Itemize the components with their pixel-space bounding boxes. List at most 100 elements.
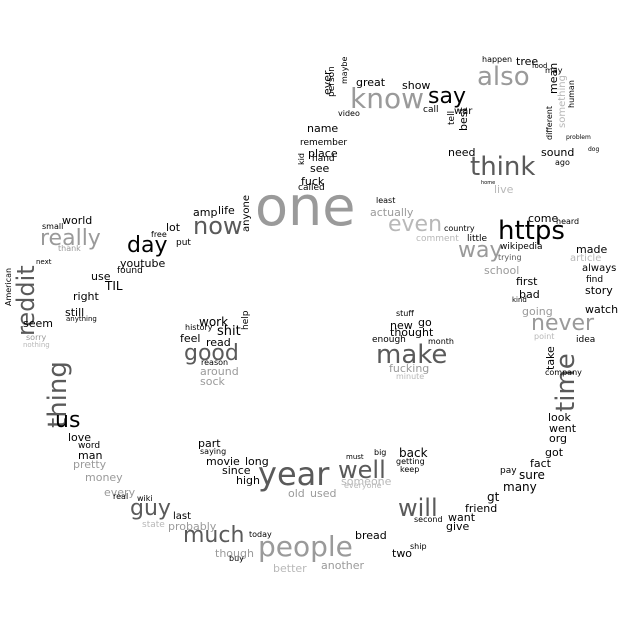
word-happen: happen <box>482 55 513 64</box>
word-watch: watch <box>585 303 619 316</box>
word-long: long <box>245 455 269 468</box>
word-second: second <box>414 515 443 524</box>
word-probably: probably <box>168 520 217 533</box>
word-free: free <box>151 230 167 239</box>
word-right: right <box>73 290 99 303</box>
word-really: really <box>40 226 101 251</box>
word-kid: kid <box>297 153 306 165</box>
word-good: good <box>184 341 239 366</box>
word-now: now <box>193 212 243 240</box>
word-man: man <box>78 449 103 462</box>
word-also: also <box>477 62 530 92</box>
word-american: American <box>4 267 13 306</box>
word-keep: keep <box>400 465 420 474</box>
word-last: last <box>173 511 192 522</box>
word-well: well <box>338 456 386 484</box>
word-day: day <box>127 233 168 258</box>
word-someone: someone <box>341 475 392 488</box>
word-https: https <box>498 216 565 246</box>
word-til: TIL <box>105 279 123 293</box>
word-think: think <box>470 152 536 182</box>
word-friend: friend <box>465 502 498 515</box>
word-called: called <box>298 183 325 193</box>
word-went: went <box>549 422 577 435</box>
word-bread: bread <box>355 529 387 542</box>
word-trying: trying <box>498 253 522 262</box>
word-since: since <box>222 464 251 477</box>
word-put: put <box>176 238 191 248</box>
word-heard: heard <box>556 217 580 226</box>
word-ship: ship <box>410 542 427 551</box>
word-small: small <box>42 222 64 231</box>
word-actually: actually <box>370 206 414 219</box>
word-find: find <box>586 275 604 285</box>
word-need: need <box>448 146 476 159</box>
word-see: see <box>310 162 330 175</box>
word-dog: dog <box>588 146 600 153</box>
word-ago: ago <box>555 158 570 167</box>
word-food: food <box>532 62 548 70</box>
word-use: use <box>91 270 111 283</box>
word-company: company <box>545 368 582 377</box>
word-want: want <box>448 511 476 524</box>
word-even: even <box>388 212 443 237</box>
word-know: know <box>350 82 424 115</box>
word-around: around <box>200 365 239 378</box>
word-money: money <box>85 471 123 484</box>
word-anyone: anyone <box>241 195 252 232</box>
word-article: article <box>570 253 602 264</box>
word-fuck: fuck <box>301 175 325 188</box>
word-many: many <box>503 480 537 494</box>
word-idea: idea <box>576 335 596 345</box>
word-though: though <box>215 547 254 560</box>
word-nothing: nothing <box>23 341 50 349</box>
word-sock: sock <box>200 375 225 388</box>
word-make: make <box>376 340 448 370</box>
word-movie: movie <box>206 455 240 468</box>
word-first: first <box>516 275 538 288</box>
word-always: always <box>582 263 617 274</box>
word-hand: hand <box>312 154 335 164</box>
word-little: little <box>467 234 488 244</box>
word-must: must <box>346 453 364 461</box>
word-may: may <box>545 66 563 75</box>
word-youtube: youtube <box>120 257 166 270</box>
word-us: us <box>55 408 81 433</box>
word-world: world <box>62 214 93 227</box>
word-month: month <box>428 337 454 346</box>
word-sound: sound <box>541 146 575 159</box>
word-minute: minute <box>396 372 425 381</box>
word-fucking: fucking <box>389 362 430 375</box>
word-wikipedia: wikipedia <box>500 242 543 252</box>
word-amp: amp <box>193 206 218 219</box>
word-story: story <box>585 284 613 297</box>
word-never: never <box>531 311 595 336</box>
word-found: found <box>117 266 143 276</box>
word-comment: comment <box>416 234 459 244</box>
word-look: look <box>548 411 571 424</box>
word-love: love <box>68 431 92 444</box>
word-part: part <box>198 437 221 450</box>
word-seem: seem <box>23 317 53 330</box>
word-read: read <box>206 336 231 349</box>
word-name: name <box>307 122 339 135</box>
word-everyone: everyone <box>344 481 382 490</box>
word-guy: guy <box>130 496 171 521</box>
word-gt: gt <box>487 490 500 504</box>
word-great: great <box>356 76 386 89</box>
word-help: help <box>241 310 251 330</box>
word-say: say <box>428 84 466 109</box>
word-life: life <box>218 204 235 217</box>
word-enough: enough <box>372 335 406 345</box>
word-home: home <box>481 180 496 186</box>
word-two: two <box>392 547 413 560</box>
word-better: better <box>273 562 307 575</box>
word-give: give <box>446 520 470 533</box>
word-thought: thought <box>390 326 434 339</box>
word-another: another <box>321 559 365 572</box>
word-tree: tree <box>516 55 539 68</box>
word-saying: saying <box>200 447 227 456</box>
word-feel: feel <box>180 332 201 345</box>
word-shit: shit <box>217 324 241 339</box>
